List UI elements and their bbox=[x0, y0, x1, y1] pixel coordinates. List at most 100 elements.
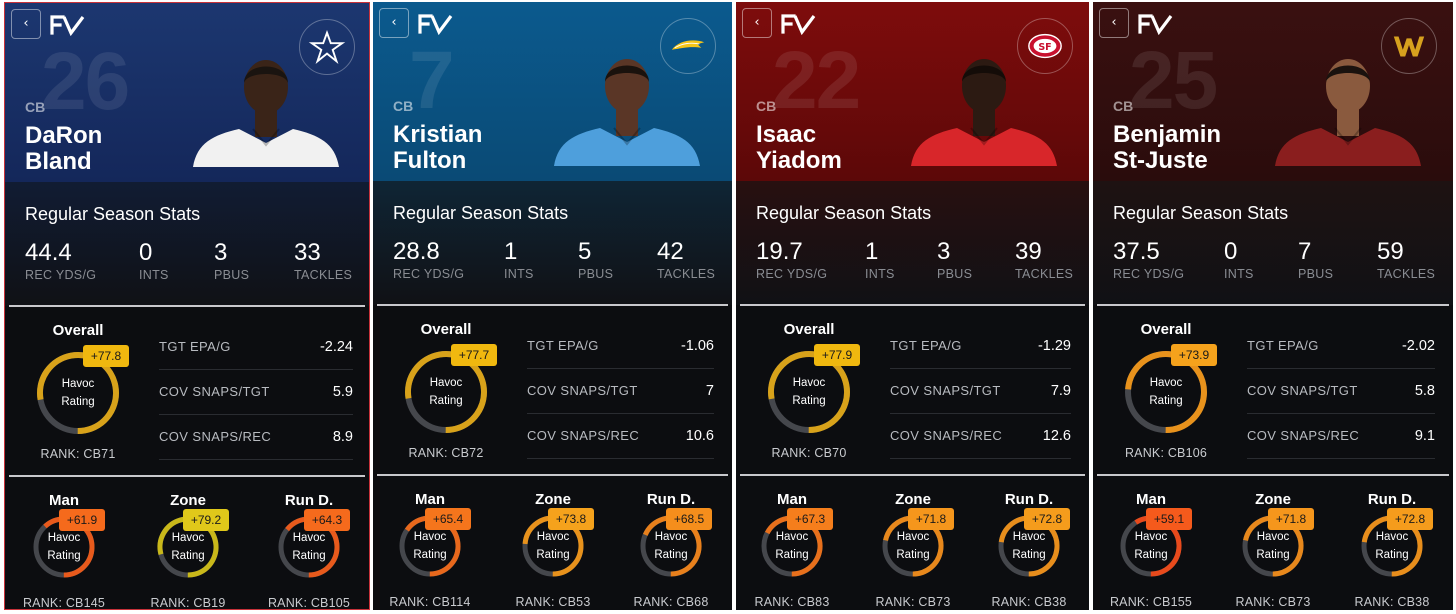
zone-label: Zone bbox=[170, 492, 206, 509]
stat-tackles: 59 TACKLES bbox=[1377, 237, 1435, 281]
overall-rank: RANK: CB106 bbox=[1106, 446, 1226, 460]
rank-value: CB155 bbox=[1152, 595, 1193, 609]
stat-rec-yds-per-game: 37.5 REC YDS/G bbox=[1113, 237, 1184, 281]
chargers-bolt-icon bbox=[660, 18, 716, 74]
metric-row-tgt-epa: TGT EPA/G -1.06 bbox=[527, 338, 714, 358]
metric-value: 5.8 bbox=[1414, 383, 1435, 399]
stat-value: 19.7 bbox=[756, 238, 803, 265]
rank-value: CB19 bbox=[193, 596, 226, 610]
back-button[interactable]: ‹ bbox=[1099, 8, 1129, 38]
pff-logo-icon bbox=[781, 14, 816, 35]
gauge-label-line: Rating bbox=[1375, 549, 1409, 561]
gauge-label-line: Havoc bbox=[413, 531, 447, 543]
section-title: Regular Season Stats bbox=[393, 203, 569, 223]
metric-label: COV SNAPS/TGT bbox=[890, 383, 1001, 398]
stat-pbus: 7 PBUS bbox=[1298, 237, 1333, 281]
stat-label: REC YDS/G bbox=[393, 267, 465, 281]
metric-separator bbox=[159, 459, 353, 460]
run-defense-rank: RANK: CB105 bbox=[259, 596, 359, 609]
gauge-label-line: Havoc bbox=[775, 531, 809, 543]
stat-label: TACKLES bbox=[657, 267, 716, 281]
regular-season-stats: Regular Season Stats 44.4 REC YDS/G 0 INTS 3 P… bbox=[5, 182, 369, 306]
gauge-label-line: Havoc bbox=[429, 377, 463, 389]
position-label: CB bbox=[1113, 98, 1134, 114]
gauge-label-line: Rating bbox=[429, 395, 463, 407]
metric-row-cov-snaps-tgt: COV SNAPS/TGT 5.8 bbox=[1247, 383, 1435, 403]
rank-prefix: RANK: bbox=[22, 596, 63, 610]
back-button[interactable]: ‹ bbox=[11, 9, 41, 39]
man-grade-badge: +65.4 bbox=[425, 508, 471, 530]
rank-prefix: RANK: bbox=[408, 446, 448, 460]
overall-grade-badge: +73.9 bbox=[1171, 344, 1217, 366]
stat-value: 0 bbox=[139, 239, 153, 266]
run-defense-rank: RANK: CB38 bbox=[979, 595, 1079, 609]
metric-row-cov-snaps-tgt: COV SNAPS/TGT 7.9 bbox=[890, 383, 1071, 403]
metric-row-tgt-epa: TGT EPA/G -2.02 bbox=[1247, 338, 1435, 358]
back-button[interactable]: ‹ bbox=[379, 8, 409, 38]
run-defense-rank: RANK: CB68 bbox=[621, 595, 721, 609]
metric-row-cov-snaps-rec: COV SNAPS/REC 9.1 bbox=[1247, 428, 1435, 448]
gauge-label-line: Havoc bbox=[896, 531, 930, 543]
jersey-number: 25 bbox=[1129, 35, 1218, 126]
man-rank: RANK: CB155 bbox=[1101, 595, 1201, 609]
gauge-label-line: Rating bbox=[1012, 549, 1046, 561]
stat-value: 0 bbox=[1224, 238, 1238, 265]
overall-grade-badge: +77.8 bbox=[83, 345, 129, 367]
stat-label: PBUS bbox=[937, 267, 973, 281]
player-card[interactable]: ‹ 7 CB Kristian Fulton Regular Season Stats 28… bbox=[373, 2, 732, 610]
player-card[interactable]: ‹ 25 CB Benjamin St-Juste Regular Season Stat… bbox=[1093, 2, 1453, 610]
metric-label: COV SNAPS/REC bbox=[527, 428, 640, 443]
gauge-label-line: Rating bbox=[1256, 549, 1290, 561]
stat-rec-yds-per-game: 19.7 REC YDS/G bbox=[756, 237, 827, 281]
gauge-label: Havoc Rating bbox=[769, 374, 849, 410]
stat-value: 44.4 bbox=[25, 239, 72, 266]
zone-grade-badge: +73.8 bbox=[548, 508, 594, 530]
gauge-label: Havoc Rating bbox=[1111, 528, 1191, 564]
stat-value: 37.5 bbox=[1113, 238, 1160, 265]
back-button[interactable]: ‹ bbox=[742, 8, 772, 38]
player-name: DaRon Bland bbox=[25, 123, 215, 175]
player-first-name: Isaac bbox=[756, 121, 817, 148]
gauge-label-line: Rating bbox=[896, 549, 930, 561]
overall-gauge-fill bbox=[36, 352, 119, 434]
zone-rank: RANK: CB53 bbox=[503, 595, 603, 609]
commanders-w-icon bbox=[1381, 18, 1437, 74]
overall-label: Overall bbox=[1140, 321, 1192, 338]
stat-ints: 0 INTS bbox=[139, 238, 169, 282]
stat-label: INTS bbox=[1224, 267, 1254, 281]
man-grade-badge: +61.9 bbox=[59, 509, 105, 531]
rank-value: CB38 bbox=[1397, 595, 1430, 609]
run-defense-label: Run D. bbox=[284, 492, 334, 509]
gauge-label-line: Rating bbox=[1149, 395, 1183, 407]
overall-havoc-gauge bbox=[36, 352, 119, 434]
stat-value: 3 bbox=[937, 238, 951, 265]
divider bbox=[1097, 474, 1449, 476]
stat-value: 7 bbox=[1298, 238, 1312, 265]
rank-value: CB145 bbox=[65, 596, 106, 610]
divider bbox=[377, 474, 728, 476]
player-card[interactable]: ‹ 22 CB Isaac Yiadom SF Regular Season Stats 19… bbox=[736, 2, 1089, 610]
gauge-label: Havoc Rating bbox=[1352, 528, 1432, 564]
stat-label: INTS bbox=[865, 267, 895, 281]
overall-rank: RANK: CB70 bbox=[749, 446, 869, 460]
gauge-label-line: Havoc bbox=[792, 377, 826, 389]
man-label: Man bbox=[49, 492, 79, 509]
pff-logo-icon bbox=[50, 15, 85, 36]
overall-grade-badge: +77.9 bbox=[814, 344, 860, 366]
player-photo bbox=[193, 60, 339, 167]
regular-season-stats: Regular Season Stats 28.8 REC YDS/G 1 INTS 5 P… bbox=[373, 181, 732, 305]
player-name: Benjamin St-Juste bbox=[1113, 122, 1303, 174]
zone-rank: RANK: CB73 bbox=[1223, 595, 1323, 609]
rank-value: CB83 bbox=[797, 595, 830, 609]
overall-havoc-gauge bbox=[768, 351, 850, 433]
metric-label: COV SNAPS/REC bbox=[890, 428, 1003, 443]
player-last-name: Yiadom bbox=[756, 147, 842, 174]
section-title: Regular Season Stats bbox=[25, 204, 201, 224]
metric-separator bbox=[159, 369, 353, 370]
gauge-label-line: Rating bbox=[292, 550, 326, 562]
player-card[interactable]: ‹ 26 CB DaRon Bland Regular Season Stats 44.4 R… bbox=[4, 2, 370, 610]
zone-label: Zone bbox=[535, 491, 571, 508]
player-photo bbox=[1275, 59, 1421, 166]
stat-ints: 1 INTS bbox=[865, 237, 895, 281]
man-grade-badge: +67.3 bbox=[787, 508, 833, 530]
